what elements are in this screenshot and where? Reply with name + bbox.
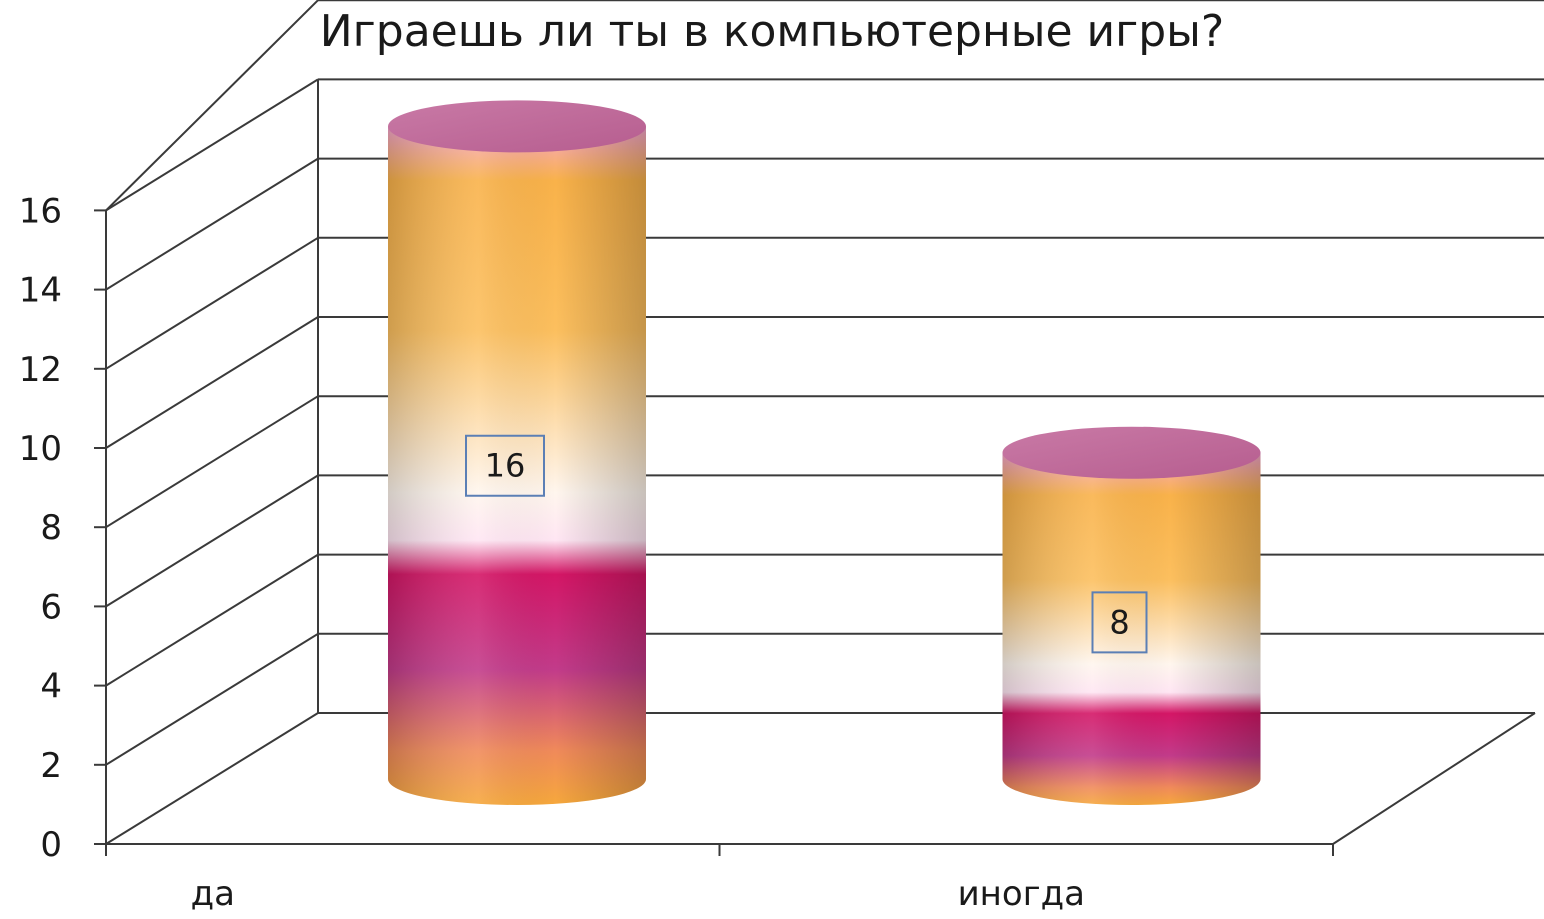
data-label: 8	[1091, 591, 1148, 654]
gridline	[105, 78, 1544, 212]
y-tick-label: 8	[40, 508, 62, 548]
bar-shading	[388, 126, 646, 806]
gridline	[105, 316, 1544, 449]
data-label-text: 8	[1109, 603, 1129, 641]
gridline	[105, 553, 1544, 687]
gridline	[105, 712, 319, 845]
x-category-label: да	[191, 874, 235, 914]
bar-2: 8	[1002, 426, 1261, 805]
y-tick-label: 16	[19, 191, 62, 231]
x-category-label: иногда	[958, 874, 1085, 914]
gridline	[105, 0, 1544, 212]
y-tick-label: 12	[19, 350, 62, 390]
gridline	[105, 395, 1544, 529]
bar-top-cap	[388, 100, 646, 153]
bar-top-cap	[1002, 426, 1261, 479]
floor-right-edge	[1332, 712, 1536, 845]
y-tick-label: 14	[19, 271, 62, 311]
data-label-text: 16	[485, 447, 526, 485]
bars: 16 8	[388, 100, 1261, 806]
y-tick-label: 10	[19, 429, 62, 469]
gridline	[105, 236, 1544, 370]
bar-shading	[1002, 452, 1261, 805]
y-tick-label: 4	[40, 667, 62, 707]
y-axis: 0 2 4 6 8 10 12 14 16	[19, 191, 106, 865]
gridlines	[105, 0, 1544, 845]
x-axis: да иногда	[105, 844, 1334, 914]
gridline	[105, 632, 1544, 766]
y-tick-label: 0	[40, 825, 62, 865]
y-tick-label: 2	[40, 746, 62, 786]
bar-1: 16	[388, 100, 646, 806]
chart-title: Играешь ли ты в компьютерные игры?	[319, 6, 1225, 57]
data-label-box	[1091, 591, 1148, 654]
gridline	[105, 157, 1544, 291]
gridline	[105, 474, 1544, 608]
y-tick-label: 6	[40, 587, 62, 627]
data-label-box	[465, 434, 545, 497]
data-label: 16	[465, 434, 545, 497]
